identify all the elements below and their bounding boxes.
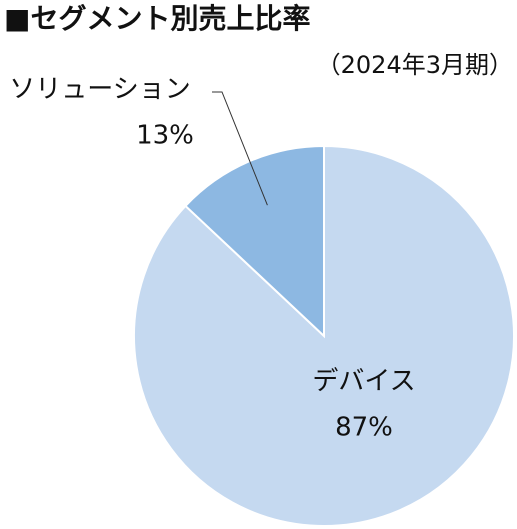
chart-subtitle: （2024年3月期） (317, 51, 513, 79)
slice-label: ソリューション (9, 75, 190, 105)
chart-title: ■セグメント別売上比率 (4, 2, 310, 35)
slice-label: デバイス (312, 367, 415, 397)
leader-line (212, 91, 268, 206)
value-label: 13% (136, 121, 194, 151)
pie-slice (184, 144, 325, 339)
value-label: 87% (335, 413, 393, 443)
